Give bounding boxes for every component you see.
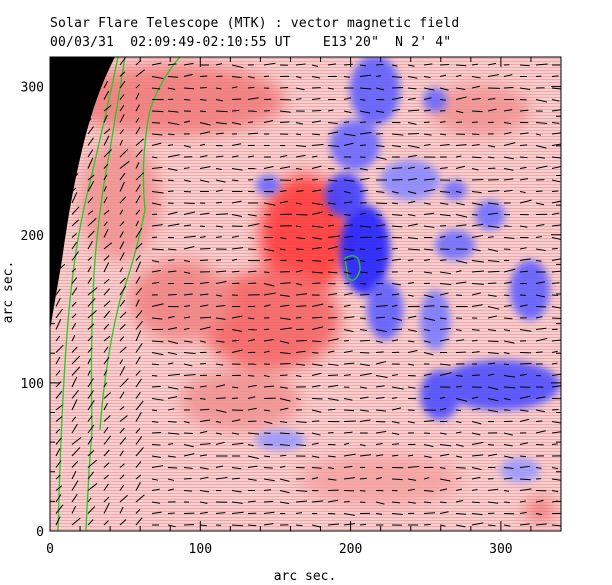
x-tick-label: 200: [339, 542, 362, 557]
x-tick-label: 100: [189, 542, 212, 557]
y-tick-label: 100: [21, 377, 44, 392]
y-tick-label: 0: [36, 525, 44, 540]
negative-polarity-regions: [255, 57, 560, 482]
x-tick-label: 300: [489, 542, 512, 557]
observation-info: 00/03/31 02:09:49-02:10:55 UT E13'20" N …: [50, 35, 452, 50]
magnetogram-image: [50, 57, 561, 531]
tick-labels: 0 100 200 300 0 100 200 300: [21, 81, 513, 557]
transverse-field-vectors: [55, 57, 561, 528]
x-axis-label: arc sec.: [274, 569, 337, 584]
y-tick-label: 200: [21, 229, 44, 244]
x-tick-label: 0: [46, 542, 54, 557]
positive-polarity-regions: [65, 65, 555, 522]
axis-ticks: [49, 56, 562, 532]
contour-lines: [57, 57, 361, 531]
y-axis-label: arc sec.: [1, 261, 16, 324]
y-tick-label: 300: [21, 81, 44, 96]
solar-limb-shadow: [50, 57, 115, 330]
page-title: Solar Flare Telescope (MTK) : vector mag…: [50, 16, 460, 31]
